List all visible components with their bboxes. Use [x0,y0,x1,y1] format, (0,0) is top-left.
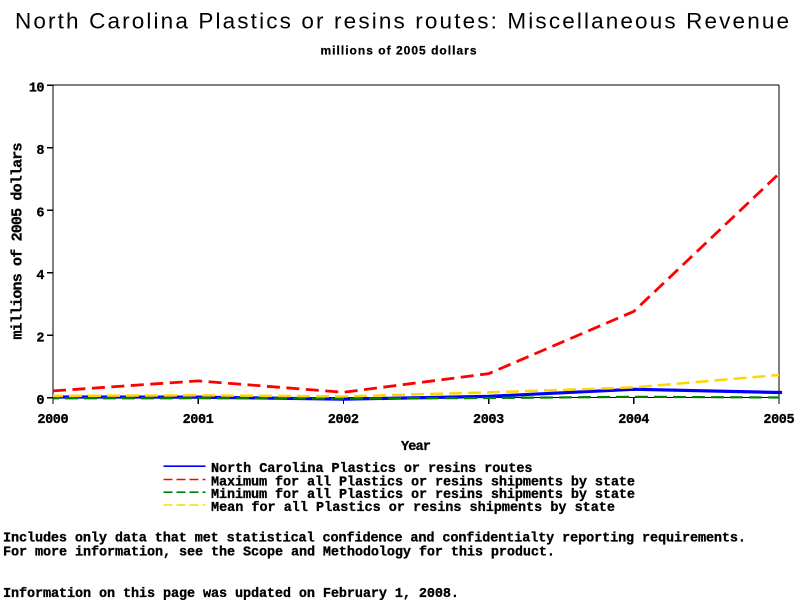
svg-text:millions of 2005 dollars: millions of 2005 dollars [10,143,27,340]
svg-text:8: 8 [36,144,44,159]
svg-text:Information on this page was u: Information on this page was updated on … [3,587,459,600]
svg-text:Mean for all Plastics or resin: Mean for all Plastics or resins shipment… [211,501,615,516]
svg-text:2003: 2003 [473,413,504,428]
svg-text:0: 0 [36,394,44,409]
svg-text:2: 2 [36,332,44,347]
svg-text:2005: 2005 [763,413,794,428]
svg-text:Maximum for all Plastics or re: Maximum for all Plastics or resins shipm… [211,475,635,490]
svg-text:For more information, see the: For more information, see the Scope and … [3,546,555,561]
svg-text:Includes only data that met st: Includes only data that met statistical … [3,532,746,547]
svg-text:North Carolina Plastics or res: North Carolina Plastics or resins routes… [15,9,789,34]
svg-text:North Carolina Plastics or res: North Carolina Plastics or resins routes [211,462,533,477]
svg-text:2000: 2000 [37,413,68,428]
svg-text:10: 10 [29,82,45,97]
svg-text:2004: 2004 [618,413,649,428]
svg-text:millions of 2005 dollars: millions of 2005 dollars [321,44,477,58]
svg-text:4: 4 [36,269,44,284]
svg-text:6: 6 [36,207,44,222]
svg-text:2002: 2002 [328,413,359,428]
svg-text:Minimum for all Plastics or re: Minimum for all Plastics or resins shipm… [211,488,635,503]
svg-text:Year: Year [401,440,431,455]
svg-text:2001: 2001 [183,413,214,428]
